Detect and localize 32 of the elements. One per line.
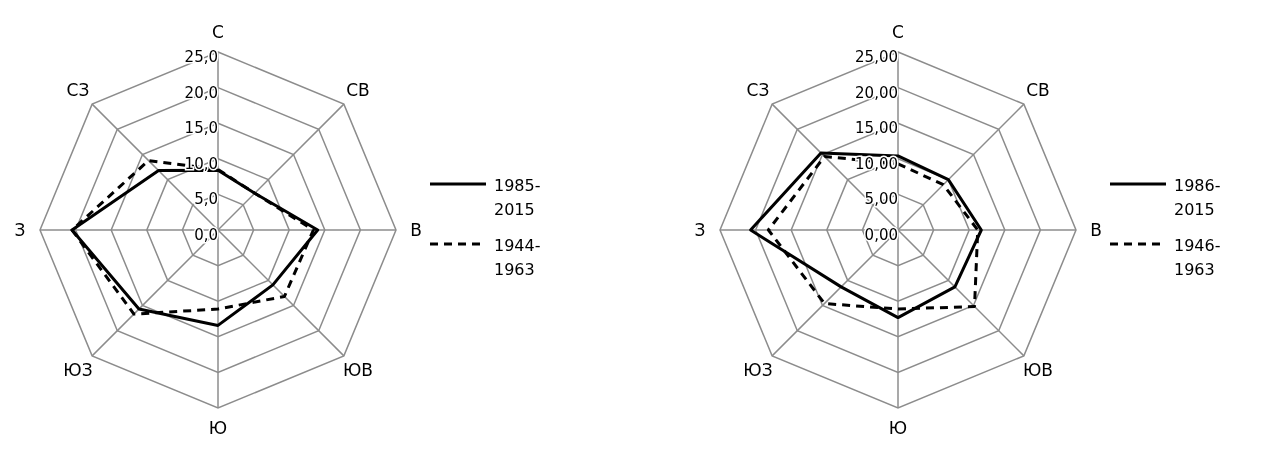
spoke-label: В: [1090, 219, 1102, 240]
spoke-label: Ю: [888, 417, 908, 438]
spoke-label: С: [212, 21, 224, 42]
y-tick-label: 25,00: [855, 48, 898, 66]
spoke-label: ЮЗ: [743, 359, 773, 380]
y-tick-label: 20,0: [184, 83, 218, 102]
spoke-label: З: [694, 219, 706, 240]
y-tick-label: 15,0: [184, 119, 218, 138]
y-tick-label: 10,00: [855, 154, 898, 173]
spoke-label: С: [892, 21, 904, 42]
spoke-label: ЮВ: [343, 359, 374, 380]
legend-label: 1944-1963: [494, 235, 542, 281]
y-tick-label: 20,00: [855, 83, 898, 102]
spoke-label: СЗ: [66, 79, 90, 100]
y-tick-label: 5,00: [864, 190, 898, 209]
spoke-label: СВ: [1026, 79, 1050, 100]
y-tick-label: 25,0: [184, 48, 218, 66]
legend-label: 1985-2015: [494, 175, 542, 221]
legend-label: 1946-1963: [1174, 235, 1222, 281]
spoke-label: З: [14, 219, 26, 240]
spoke-label: СЗ: [746, 79, 770, 100]
spoke-label: Ю: [208, 417, 228, 438]
spoke-label: В: [410, 219, 422, 240]
y-tick-label: 0,0: [194, 226, 218, 244]
spoke-label: СВ: [346, 79, 370, 100]
y-tick-label: 0,00: [864, 226, 898, 244]
spoke-label: ЮЗ: [63, 359, 93, 380]
y-tick-label: 10,0: [184, 154, 218, 173]
legend-label: 1986-2015: [1174, 175, 1222, 221]
spoke-label: ЮВ: [1023, 359, 1054, 380]
y-tick-label: 5,0: [194, 190, 218, 209]
y-tick-label: 15,00: [855, 119, 898, 138]
